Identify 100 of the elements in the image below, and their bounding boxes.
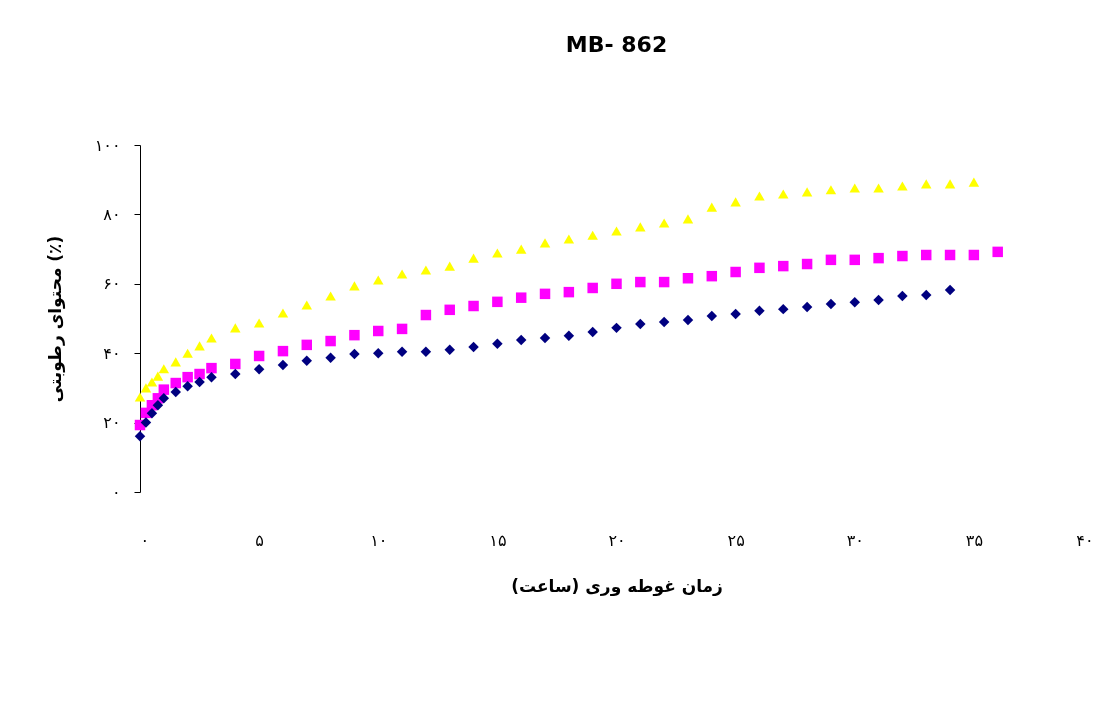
point [444,344,455,355]
x-axis-title: زمان غوطه وری (ساعت) [511,575,723,597]
point [730,308,741,320]
point [682,214,694,224]
x-tick-label: ۱۵ [489,530,507,550]
y-tick-label: ۸۰ [103,204,121,224]
point [539,288,551,300]
point [194,368,205,380]
point [468,341,479,353]
point [539,332,551,344]
point [420,265,432,275]
point [944,284,956,296]
point [825,298,837,310]
point [277,308,289,318]
point [206,362,217,374]
point [944,179,956,189]
x-tick-label: ۲۵ [727,530,745,550]
point [730,197,741,207]
x-tick-label: ۴۰ [1076,530,1094,550]
point [373,275,384,285]
point [944,249,956,261]
x-tick-label: ۰ [140,530,150,550]
point [134,430,146,442]
point [801,258,813,270]
point [920,179,932,189]
point [420,309,432,321]
point [611,226,622,236]
point [194,341,205,351]
point [873,294,884,306]
y-tick-label: ۰ [111,482,121,502]
point [968,249,980,261]
point [134,392,146,402]
point [587,282,598,294]
x-tick-label: ۵ [255,530,264,550]
point [230,323,241,333]
point [325,352,336,363]
point [396,323,408,335]
point [170,386,181,398]
y-tick-label: ۴۰ [103,343,121,363]
y-tick-label: ۱۰۰ [94,135,121,155]
point [182,371,193,383]
point [230,358,241,370]
point [158,364,170,374]
point [754,262,765,274]
point [158,393,170,404]
point [563,330,575,342]
point [182,348,193,358]
point [873,183,884,193]
y-tick-label: ۲۰ [103,413,121,433]
point [146,407,158,419]
point [253,318,265,328]
point [253,350,265,362]
point [778,260,789,272]
point [920,249,932,261]
point [396,269,408,279]
point [515,292,527,303]
point [682,314,694,326]
point [373,347,384,359]
point [301,355,313,367]
point [373,325,384,337]
point [230,368,241,380]
y-tick-label: ۶۰ [103,274,121,294]
point [140,417,152,428]
point [170,377,181,389]
point [897,290,908,302]
point [754,191,765,201]
point [515,334,527,346]
point [253,363,265,375]
point [563,286,575,298]
point [849,296,860,308]
point [706,202,718,212]
point [301,339,313,351]
point [730,266,741,278]
chart-title: MB- 862 [565,32,668,57]
point [277,345,289,357]
point [152,400,164,411]
point [515,244,527,254]
point [158,384,170,395]
x-tick-label: ۲۰ [608,530,626,550]
point [801,187,813,197]
point [349,281,360,291]
point [444,304,455,316]
point [468,253,479,263]
point [658,316,670,328]
point [444,261,455,271]
point [849,254,860,266]
x-tick-label: ۳۰ [846,530,864,550]
point [349,329,360,341]
point [754,305,765,317]
point [170,357,181,367]
point [706,270,718,282]
point [146,377,158,387]
point [992,246,1003,258]
point [277,359,289,371]
point [152,371,164,381]
point [420,346,432,358]
point [635,318,646,330]
point [658,276,670,288]
point [920,289,932,301]
point [563,234,575,244]
